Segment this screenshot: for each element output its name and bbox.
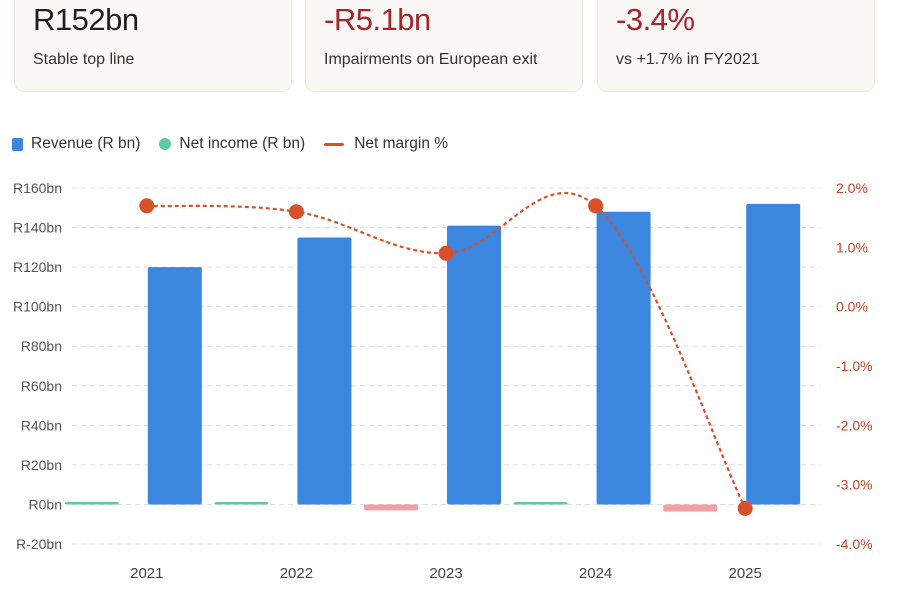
kpi-value: -3.4% [616,2,695,37]
net-margin-point [288,204,304,220]
y-right-tick-label: -1.0% [836,358,873,374]
kpi-value: R152bn [33,2,139,37]
net-income-bar [214,501,269,505]
revenue-bar [746,203,801,505]
y-left-tick-label: R0bn [29,496,62,512]
y-right-tick-label: -3.0% [836,477,873,493]
kpi-value: -R5.1bn [324,2,431,37]
legend-item-net-margin[interactable]: Net margin % [324,135,448,153]
net-income-bar [663,504,718,512]
revenue-bar [447,225,501,505]
x-tick-label: 2023 [429,565,462,582]
net-margin-point [588,198,604,214]
y-left-tick-label: R160bn [13,180,62,196]
net-margin-point [139,198,155,214]
x-tick-label: 2021 [130,565,163,582]
y-right-tick-label: -2.0% [836,417,873,433]
legend-label: Revenue (R bn) [31,135,141,152]
kpi-card-revenue: R152bn Stable top line [14,0,292,92]
y-left-tick-label: R80bn [21,338,62,354]
net-income-bar [364,504,418,511]
y-left-tick-label: R140bn [13,220,62,236]
y-right-tick-label: -4.0% [836,536,873,552]
x-tick-label: 2022 [280,565,313,582]
kpi-label: Stable top line [33,51,135,68]
y-left-tick-label: R100bn [13,299,62,315]
net-income-bar [64,501,119,505]
y-left-tick-label: R40bn [21,417,62,433]
chart-legend: Revenue (R bn) Net income (R bn) Net mar… [12,132,467,156]
y-left-tick-label: R120bn [13,259,62,275]
x-tick-label: 2025 [729,565,762,582]
kpi-label: vs +1.7% in FY2021 [616,51,760,68]
y-left-tick-label: R-20bn [16,536,62,552]
kpi-label: Impairments on European exit [324,51,538,68]
revenue-bar [297,237,352,505]
y-right-tick-label: 1.0% [836,239,868,255]
net-margin-point [438,245,454,261]
net-margin-line [146,191,747,509]
net-margin-swatch-icon [324,142,345,146]
kpi-card-net-margin: -3.4% vs +1.7% in FY2021 [597,0,875,92]
revenue-bar [596,211,651,505]
kpi-row: R152bn Stable top line -R5.1bn Impairmen… [0,0,900,96]
legend-item-revenue[interactable]: Revenue (R bn) [12,135,140,153]
legend-label: Net income (R bn) [179,135,306,152]
revenue-bar [147,267,202,505]
net-income-bar [513,501,568,505]
x-tick-label: 2024 [579,565,612,582]
y-right-tick-label: 2.0% [836,180,868,196]
y-right-tick-label: 0.0% [836,299,868,315]
revenue-swatch-icon [12,137,23,151]
legend-item-net-income[interactable]: Net income (R bn) [159,135,305,153]
y-left-tick-label: R60bn [21,378,62,394]
net-income-swatch-icon [159,138,172,150]
y-left-tick-label: R20bn [21,457,62,473]
kpi-card-net-income: -R5.1bn Impairments on European exit [305,0,583,92]
legend-label: Net margin % [354,135,449,152]
combo-chart: R-20bn R0bn R20bn R40bn R60bn R80bn R100bn R120… [13,180,873,582]
net-margin-point [737,500,753,516]
